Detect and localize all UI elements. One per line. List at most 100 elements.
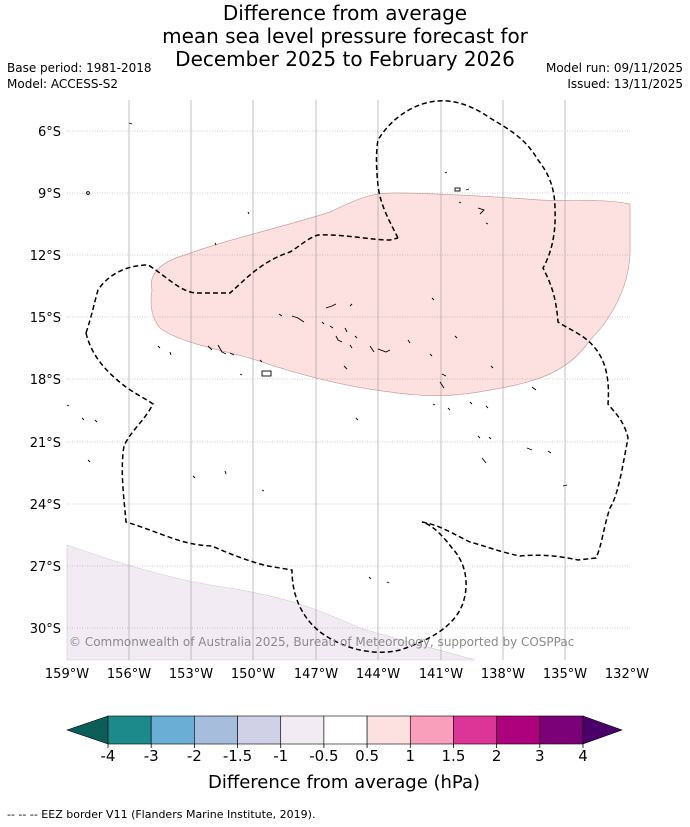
lat-label: 6°S xyxy=(38,125,61,140)
lat-label: 12°S xyxy=(30,249,61,264)
colorbar-segment xyxy=(150,715,195,745)
issued-date: Issued: 13/11/2025 xyxy=(567,77,683,91)
meta-left: Base period: 1981-2018 Model: ACCESS-S2 xyxy=(7,60,152,92)
colorbar-segment xyxy=(366,715,411,745)
colorbar-under-arrow xyxy=(66,715,109,745)
lat-label: 18°S xyxy=(30,373,61,388)
island xyxy=(94,419,98,423)
island xyxy=(81,417,85,421)
title-line-3: December 2025 to February 2026 xyxy=(175,47,515,71)
island xyxy=(562,484,568,487)
island xyxy=(469,401,473,405)
island xyxy=(259,359,263,363)
lat-label: 24°S xyxy=(30,498,61,513)
colorbar-tick-label: 2 xyxy=(492,747,502,765)
title-line-2: mean sea level pressure forecast for xyxy=(162,24,528,48)
lon-label: 138°W xyxy=(481,667,525,682)
colorbar-over-arrow xyxy=(582,715,623,745)
eez-legend: -- -- -- EEZ border V11 (Flanders Marine… xyxy=(7,808,316,821)
eez-border-cook-islands-south xyxy=(85,332,467,653)
colorbar-tick-label: 3 xyxy=(535,747,545,765)
colorbar-tick-label: -1 xyxy=(273,747,288,765)
lon-label: 141°W xyxy=(419,667,463,682)
island xyxy=(224,470,227,475)
island xyxy=(431,297,435,301)
lat-label: 27°S xyxy=(30,560,61,575)
island xyxy=(547,450,552,454)
island xyxy=(214,242,217,246)
lon-label: 156°W xyxy=(107,667,151,682)
colorbar-tick-label: 4 xyxy=(578,747,588,765)
island xyxy=(349,303,353,307)
island xyxy=(128,122,133,125)
island xyxy=(526,447,533,451)
island xyxy=(344,327,348,333)
lon-label: 147°W xyxy=(294,667,338,682)
island xyxy=(354,335,358,339)
island xyxy=(329,325,334,329)
island xyxy=(335,335,343,343)
island xyxy=(169,351,172,356)
lon-label: 159°W xyxy=(45,667,89,682)
title-line-1: Difference from average xyxy=(222,1,468,25)
colorbar-segment xyxy=(107,715,152,745)
island xyxy=(490,365,494,369)
lon-label: 132°W xyxy=(605,667,649,682)
colorbar-tick-label: -4 xyxy=(101,747,116,765)
colorbar-tick-label: -3 xyxy=(144,747,159,765)
island xyxy=(229,352,235,356)
island xyxy=(217,344,227,355)
island xyxy=(531,386,537,391)
eez-border-cook-islands xyxy=(85,234,399,334)
grid-lines xyxy=(67,100,630,660)
island xyxy=(465,188,470,191)
colorbar-ticks: -4 -3 -2 -1.5 -1 -0.5 0.5 1 1.5 2 3 4 xyxy=(101,744,588,765)
colorbar-segment xyxy=(539,715,584,745)
meta-right: Model run: 09/11/2025 Issued: 13/11/2025 xyxy=(546,60,683,92)
lon-label: 135°W xyxy=(543,667,587,682)
eez-border-french-polynesia xyxy=(375,100,629,561)
negative-anomaly-area xyxy=(66,544,476,661)
chart-title: Difference from average mean sea level p… xyxy=(0,2,690,71)
islands xyxy=(66,122,568,584)
colorbar-tick-label: 1 xyxy=(405,747,415,765)
island xyxy=(429,353,433,357)
lat-label: 30°S xyxy=(30,622,61,637)
island xyxy=(261,489,265,492)
colorbar-segment xyxy=(323,715,368,745)
island xyxy=(485,405,489,409)
island xyxy=(447,407,451,411)
island xyxy=(481,457,487,464)
island xyxy=(377,348,391,353)
colorbar-segment xyxy=(496,715,541,745)
island xyxy=(488,436,492,440)
colorbar-segment xyxy=(409,715,454,745)
island xyxy=(349,344,353,349)
island xyxy=(386,581,390,584)
colorbar-segments xyxy=(107,715,584,745)
colorbar: -4 -3 -2 -1.5 -1 -0.5 0.5 1 1.5 2 3 4 Difference fr… xyxy=(66,715,623,793)
colorbar-tick-label: 1.5 xyxy=(442,747,466,765)
island xyxy=(321,321,325,325)
colorbar-segment xyxy=(453,715,497,745)
island xyxy=(368,576,372,580)
island xyxy=(278,313,283,317)
colorbar-segment xyxy=(194,715,238,745)
island xyxy=(454,187,461,192)
model-name: Model: ACCESS-S2 xyxy=(7,77,119,91)
colorbar-title: Difference from average (hPa) xyxy=(208,772,480,793)
eez-borders xyxy=(85,100,629,653)
island xyxy=(157,345,161,349)
island xyxy=(432,403,436,406)
lat-label: 9°S xyxy=(38,187,61,202)
lon-label: 144°W xyxy=(356,667,400,682)
lon-label: 150°W xyxy=(231,667,275,682)
lat-label: 15°S xyxy=(30,311,61,326)
colorbar-segment xyxy=(280,715,325,745)
island xyxy=(343,365,348,370)
positive-anomaly-area xyxy=(150,192,631,396)
island xyxy=(66,404,70,407)
latitude-labels: 6°S 9°S 12°S 15°S 18°S 21°S 24°S 27°S 30… xyxy=(30,125,61,637)
model-run: Model run: 09/11/2025 xyxy=(545,61,683,75)
